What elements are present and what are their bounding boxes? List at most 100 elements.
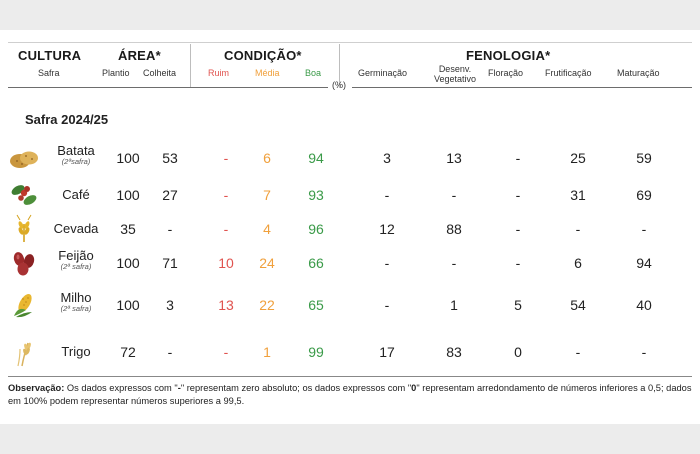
frutificacao-value: 54	[570, 297, 586, 313]
floracao-value: -	[515, 221, 521, 237]
boa-value: 93	[308, 187, 324, 203]
germinacao-value: 17	[379, 344, 395, 360]
table-row: Trigo 72 - - 1 99 17 83 0 - -	[0, 335, 700, 369]
percent-rule-left	[8, 87, 328, 88]
maturacao-subheader: Maturação	[617, 68, 660, 78]
observation-note: Observação: Os dados expressos com "-" r…	[8, 383, 692, 406]
fenologia-header: FENOLOGIA*	[466, 48, 551, 63]
media-subheader: Média	[255, 68, 280, 78]
crop-name: Trigo	[61, 344, 91, 359]
ruim-value: -	[223, 221, 229, 237]
corn-icon	[14, 293, 32, 318]
maturacao-value: 59	[636, 150, 652, 166]
media-value: 22	[259, 297, 275, 313]
colheita-value: 27	[162, 187, 178, 203]
safra-title: Safra 2024/25	[25, 112, 109, 127]
plantio-value: 35	[120, 221, 136, 237]
maturacao-value: -	[641, 344, 647, 360]
boa-value: 66	[308, 255, 324, 271]
germinacao-value: 3	[383, 150, 391, 166]
coffee-icon	[11, 185, 37, 205]
maturacao-value: 40	[636, 297, 652, 313]
area-header: ÁREA*	[118, 48, 161, 63]
plantio-value: 100	[116, 187, 140, 203]
colheita-value: -	[167, 221, 173, 237]
potato-icon	[10, 151, 38, 168]
boa-value: 96	[308, 221, 324, 237]
plantio-value: 100	[116, 297, 140, 313]
floracao-value: 5	[514, 297, 522, 313]
maturacao-value: 69	[636, 187, 652, 203]
frutificacao-value: 31	[570, 187, 586, 203]
floracao-value: 0	[514, 344, 522, 360]
boa-value: 65	[308, 297, 324, 313]
observation-divider	[8, 376, 692, 377]
barley-icon	[16, 214, 32, 242]
ruim-value: -	[223, 187, 229, 203]
colheita-value: 3	[166, 297, 174, 313]
divider-condicao-fenologia	[339, 44, 340, 88]
boa-value: 94	[308, 150, 324, 166]
ruim-value: -	[223, 344, 229, 360]
desenv-value: -	[451, 187, 457, 203]
frutificacao-value: -	[575, 221, 581, 237]
desenv-value: 1	[450, 297, 458, 313]
media-value: 24	[259, 255, 275, 271]
wheat-icon	[17, 342, 31, 367]
cultura-header: CULTURA	[18, 48, 82, 63]
colheita-value: -	[167, 344, 173, 360]
media-value: 6	[263, 150, 271, 166]
germinacao-value: -	[384, 297, 390, 313]
percent-rule-right	[352, 87, 692, 88]
desenv-value: -	[451, 255, 457, 271]
desenv-value: 83	[446, 344, 462, 360]
floracao-subheader: Floração	[488, 68, 524, 78]
table-row: Batata (2ªsafra) 100 53 - 6 94 3 13 - 25 …	[0, 141, 700, 175]
colheita-subheader: Colheita	[143, 68, 177, 78]
table-row: Feijão (2ª safra) 100 71 10 24 66 - - - 6…	[0, 246, 700, 280]
top-divider	[8, 42, 692, 43]
media-value: 7	[263, 187, 271, 203]
desenv-subheader: Desenv. Vegetativo	[433, 64, 477, 84]
frutificacao-value: 25	[570, 150, 586, 166]
media-value: 4	[263, 221, 271, 237]
media-value: 1	[263, 344, 271, 360]
colheita-value: 53	[162, 150, 178, 166]
boa-value: 99	[308, 344, 324, 360]
safra-subheader: Safra	[38, 68, 60, 78]
plantio-value: 72	[120, 344, 136, 360]
ruim-value: 13	[218, 297, 234, 313]
floracao-value: -	[515, 187, 521, 203]
ruim-value: -	[223, 150, 229, 166]
crop-name: Milho (2ª safra)	[60, 290, 92, 313]
crop-name: Batata (2ªsafra)	[57, 143, 95, 166]
condicao-header: CONDIÇÃO*	[224, 48, 302, 63]
floracao-value: -	[515, 150, 521, 166]
maturacao-value: 94	[636, 255, 652, 271]
plantio-subheader: Plantio	[102, 68, 130, 78]
crop-name: Feijão (2ª safra)	[58, 248, 94, 271]
crop-name: Cevada	[53, 221, 99, 236]
floracao-value: -	[515, 255, 521, 271]
crop-report-table: CULTURA Safra ÁREA* Plantio Colheita CON…	[0, 30, 700, 424]
frutificacao-value: -	[575, 344, 581, 360]
ruim-value: 10	[218, 255, 234, 271]
germinacao-value: -	[384, 255, 390, 271]
desenv-value: 88	[446, 221, 462, 237]
table-row: Cevada 35 - - 4 96 12 88 - - -	[0, 212, 700, 246]
colheita-value: 71	[162, 255, 178, 271]
germinacao-value: 12	[379, 221, 395, 237]
bean-icon	[13, 252, 35, 276]
plantio-value: 100	[116, 255, 140, 271]
table-row: Milho (2ª safra) 100 3 13 22 65 - 1 5 54 …	[0, 288, 700, 322]
frutificacao-subheader: Frutificação	[545, 68, 592, 78]
germinacao-value: -	[384, 187, 390, 203]
percent-label: (%)	[332, 80, 346, 90]
divider-area-condicao	[190, 44, 191, 88]
plantio-value: 100	[116, 150, 140, 166]
boa-subheader: Boa	[305, 68, 322, 78]
crop-name: Café	[62, 187, 90, 202]
table-row: Café 100 27 - 7 93 - - - 31 69	[0, 178, 700, 212]
observation-label: Observação:	[8, 383, 65, 393]
maturacao-value: -	[641, 221, 647, 237]
